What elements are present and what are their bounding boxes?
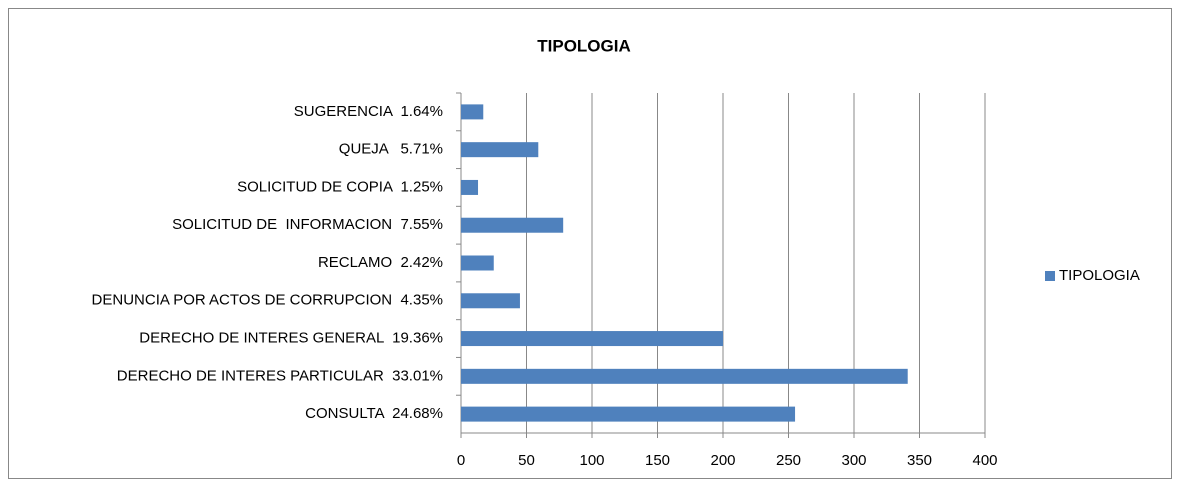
bar <box>461 104 484 120</box>
chart-border <box>8 8 1172 479</box>
y-tick-label: DERECHO DE INTERES PARTICULAR 33.01% <box>117 367 443 384</box>
x-tick-label: 300 <box>841 452 866 469</box>
x-tick-label: 0 <box>457 452 465 469</box>
x-tick-label: 200 <box>710 452 735 469</box>
bar <box>461 255 494 271</box>
x-tick-label: 250 <box>776 452 801 469</box>
legend-label: TIPOLOGIA <box>1059 267 1140 284</box>
legend-swatch <box>1045 271 1055 281</box>
bar <box>461 331 723 347</box>
bar <box>461 406 796 422</box>
x-tick-label: 150 <box>645 452 670 469</box>
y-tick-label: SOLICITUD DE COPIA 1.25% <box>237 178 443 195</box>
bar <box>461 142 539 158</box>
y-tick-label: RECLAMO 2.42% <box>318 254 443 271</box>
y-tick-label: SUGERENCIA 1.64% <box>294 103 443 120</box>
y-tick-label: SOLICITUD DE INFORMACION 7.55% <box>172 216 443 233</box>
bar <box>461 368 908 384</box>
x-tick-label: 50 <box>518 452 535 469</box>
y-tick-label: DENUNCIA POR ACTOS DE CORRUPCION 4.35% <box>92 292 443 309</box>
x-tick-label: 350 <box>907 452 932 469</box>
bar <box>461 293 520 309</box>
bar <box>461 217 564 233</box>
bar <box>461 179 479 195</box>
y-tick-label: DERECHO DE INTERES GENERAL 19.36% <box>139 330 443 347</box>
x-tick-label: 100 <box>579 452 604 469</box>
y-tick-label: QUEJA 5.71% <box>339 141 443 158</box>
chart-title: TIPOLOGIA <box>537 36 631 55</box>
y-tick-label: CONSULTA 24.68% <box>305 405 443 422</box>
x-tick-label: 400 <box>972 452 997 469</box>
